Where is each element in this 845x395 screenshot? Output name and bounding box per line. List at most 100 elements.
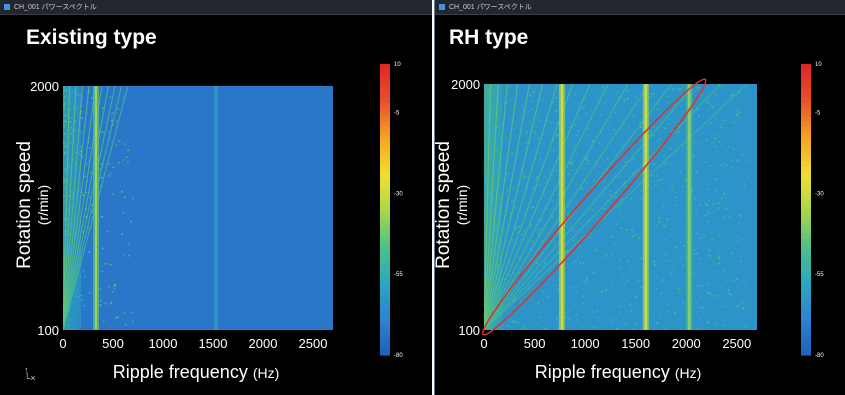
noise-cell	[586, 181, 589, 184]
noise-cell	[610, 235, 613, 238]
colorbar-segment	[801, 219, 811, 225]
noise-cell	[594, 326, 597, 328]
noise-cell	[513, 128, 516, 131]
chart-icon	[4, 4, 10, 10]
noise-cell	[708, 249, 711, 251]
noise-cell	[716, 326, 719, 329]
noise-cell	[655, 183, 658, 186]
noise-cell	[123, 255, 126, 257]
noise-cell	[730, 253, 733, 255]
colorbar-segment	[801, 233, 811, 240]
colorbar-segment	[380, 83, 390, 89]
noise-cell	[714, 189, 717, 192]
x-axis-label-text: Ripple frequency	[535, 362, 675, 382]
colorbar-segment	[801, 170, 811, 177]
noise-cell	[537, 301, 540, 304]
noise-cell	[529, 228, 532, 231]
noise-cell	[581, 216, 584, 218]
noise-cell	[505, 186, 508, 188]
spectrogram-chart: 0 500 1000 1500 2000 2500 100 2000 Ripple freque…	[14, 62, 403, 382]
colorbar-segment	[801, 151, 811, 157]
noise-cell	[652, 260, 655, 263]
colorbar-segment	[801, 291, 811, 298]
colorbar-segment	[380, 146, 390, 152]
noise-cell	[116, 107, 119, 110]
noise-cell	[682, 146, 685, 148]
noise-cell	[699, 297, 702, 300]
noise-cell	[118, 162, 121, 164]
noise-cell	[728, 216, 731, 218]
noise-cell	[695, 207, 698, 210]
noise-cell	[555, 110, 558, 112]
noise-cell	[723, 192, 726, 195]
noise-cell	[578, 222, 581, 225]
noise-cell	[506, 303, 509, 305]
noise-cell	[630, 291, 633, 293]
noise-cell	[698, 204, 701, 206]
noise-cell	[576, 152, 579, 155]
colorbar-segment	[380, 258, 390, 264]
noise-cell	[512, 307, 515, 309]
noise-cell	[617, 220, 620, 223]
panel-tab[interactable]: CH_001 パワースペクトル	[435, 0, 845, 15]
noise-cell	[581, 106, 584, 109]
noise-cell	[693, 248, 696, 251]
noise-cell	[540, 219, 543, 221]
panel-tab[interactable]: CH_001 パワースペクトル	[0, 0, 432, 15]
noise-cell	[638, 237, 641, 239]
noise-cell	[695, 213, 698, 215]
noise-cell	[668, 260, 671, 262]
colorbar-segment	[801, 228, 811, 235]
noise-cell	[519, 301, 522, 303]
noise-cell	[701, 307, 704, 309]
noise-cell	[543, 229, 546, 231]
noise-cell	[721, 216, 724, 218]
low-freq-band	[492, 84, 494, 330]
colorbar-segment	[801, 194, 811, 201]
colorbar-segment	[801, 156, 811, 162]
noise-cell	[656, 209, 659, 212]
noise-cell	[723, 267, 726, 270]
noise-cell	[564, 223, 567, 226]
noise-cell	[564, 162, 567, 164]
noise-cell	[596, 316, 599, 319]
noise-cell	[621, 202, 624, 205]
colorbar-segment	[380, 316, 390, 322]
noise-cell	[731, 251, 734, 254]
noise-cell	[532, 239, 535, 242]
low-freq-band	[67, 86, 68, 330]
noise-cell	[705, 139, 708, 141]
x-tick-label: 500	[524, 336, 546, 351]
low-freq-band	[494, 84, 496, 330]
noise-cell	[541, 134, 544, 136]
noise-cell	[730, 258, 733, 261]
noise-cell	[729, 294, 732, 296]
noise-cell	[100, 176, 103, 179]
noise-cell	[617, 176, 620, 178]
noise-cell	[637, 280, 640, 282]
noise-cell	[741, 122, 744, 124]
noise-cell	[627, 260, 630, 262]
noise-cell	[693, 197, 696, 200]
colorbar-segment	[801, 190, 811, 196]
noise-cell	[112, 166, 115, 169]
noise-cell	[661, 205, 664, 208]
noise-cell	[716, 323, 719, 325]
noise-cell	[632, 172, 635, 174]
noise-cell	[662, 224, 665, 227]
low-freq-band	[489, 84, 491, 330]
colorbar-segment	[801, 146, 811, 152]
noise-cell	[600, 113, 603, 116]
noise-cell	[699, 306, 702, 309]
noise-cell	[701, 284, 704, 287]
noise-cell	[546, 179, 549, 181]
colorbar-segment	[801, 224, 811, 230]
noise-cell	[620, 144, 623, 147]
noise-cell	[505, 208, 508, 211]
noise-cell	[503, 227, 506, 230]
x-axis-unit: (Hz)	[675, 365, 701, 381]
noise-cell	[596, 230, 599, 233]
order-line	[63, 86, 84, 330]
order-line	[484, 84, 519, 330]
noise-cell	[625, 299, 628, 301]
